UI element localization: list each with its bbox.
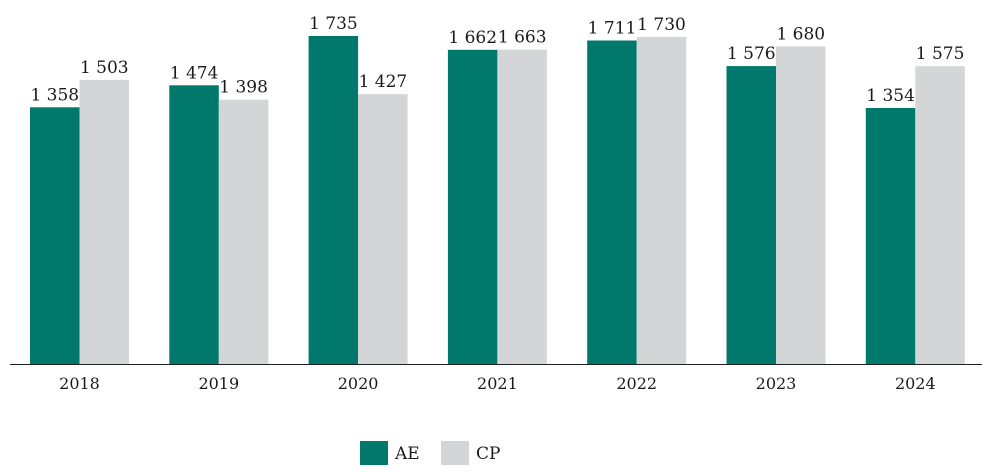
data-label-cp-2020: 1 427: [359, 72, 408, 92]
x-tick-label-2018: 2018: [59, 374, 100, 393]
legend-swatch-cp: [441, 441, 469, 465]
x-tick-label-2023: 2023: [756, 374, 797, 393]
data-label-cp-2018: 1 503: [80, 58, 129, 78]
legend-swatch-ae: [360, 441, 388, 465]
x-tick-label-2019: 2019: [198, 374, 239, 393]
bar-ae-2018: [30, 107, 80, 365]
bar-ae-2023: [726, 66, 776, 364]
bar-ae-2022: [587, 40, 637, 364]
x-tick-label-2022: 2022: [616, 374, 657, 393]
bar-cp-2019: [218, 99, 269, 364]
bar-ae-2021: [447, 49, 498, 365]
bar-ae-2019: [169, 85, 219, 365]
data-label-cp-2022: 1 730: [637, 15, 686, 35]
data-label-ae-2023: 1 576: [727, 44, 776, 64]
bar-cp-2024: [915, 66, 965, 364]
data-label-ae-2019: 1 474: [170, 63, 219, 83]
x-tick-label-2021: 2021: [477, 374, 518, 393]
bar-cp-2021: [497, 49, 547, 364]
x-tick-label-2024: 2024: [895, 374, 936, 393]
data-label-cp-2019: 1 398: [219, 78, 268, 98]
bar-ae-2024: [865, 108, 916, 364]
bar-cp-2022: [636, 36, 687, 365]
bars-group: [30, 36, 965, 365]
data-label-cp-2024: 1 575: [916, 44, 965, 64]
data-label-ae-2022: 1 711: [588, 19, 637, 39]
data-label-ae-2018: 1 358: [30, 85, 79, 105]
legend-label-cp: CP: [476, 444, 500, 464]
data-label-ae-2020: 1 735: [309, 14, 358, 34]
x-tick-labels-group: 2018 2019 2020 2021 2022 2023 2024: [59, 374, 936, 393]
bar-ae-2020: [308, 36, 359, 364]
data-label-ae-2021: 1 662: [448, 28, 497, 48]
bar-cp-2020: [358, 94, 408, 364]
data-label-cp-2023: 1 680: [776, 24, 825, 44]
legend: AE CP: [360, 441, 500, 465]
bar-cp-2018: [79, 79, 129, 365]
x-tick-label-2020: 2020: [338, 374, 379, 393]
data-label-ae-2024: 1 354: [866, 86, 915, 106]
bar-cp-2023: [776, 46, 826, 365]
data-label-cp-2021: 1 663: [498, 28, 547, 48]
legend-label-ae: AE: [394, 444, 420, 464]
